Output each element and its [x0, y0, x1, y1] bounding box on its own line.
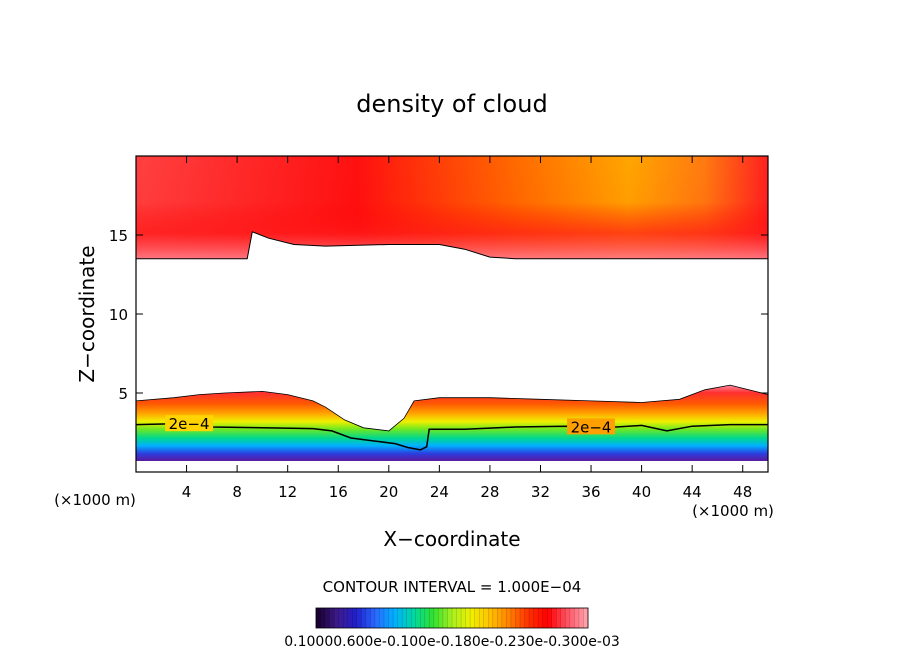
- colorbar-swatch: [574, 608, 580, 628]
- colorbar-swatch: [461, 608, 466, 628]
- colorbar-swatch: [515, 608, 521, 628]
- colorbar-swatch: [438, 608, 444, 628]
- colorbar-swatch: [520, 608, 525, 628]
- colorbar-swatch: [433, 608, 439, 628]
- lower-cloud-edge-contour: [136, 384, 768, 432]
- colorbar-swatch: [479, 608, 485, 628]
- colorbar: [315, 608, 589, 628]
- colorbar-frame: [315, 607, 589, 629]
- colorbar-swatch: [388, 608, 394, 628]
- upper-cloud-layer-shade: [136, 156, 768, 259]
- lower-cloud-layer: [136, 385, 768, 461]
- colorbar-swatch: [501, 608, 507, 628]
- colorbar-swatch: [569, 608, 575, 628]
- colorbar-swatch: [560, 608, 566, 628]
- x-tick-label: 40: [632, 483, 651, 501]
- contour-labels: 2e−4 2e−4: [165, 415, 616, 436]
- colorbar-swatch: [406, 608, 412, 628]
- colorbar-swatch: [447, 608, 453, 628]
- colorbar-swatch: [334, 608, 340, 628]
- colorbar-swatch: [510, 608, 516, 628]
- colorbar-swatch: [456, 608, 462, 628]
- colorbar-swatch: [474, 608, 480, 628]
- colorbar-swatch: [542, 608, 548, 628]
- colorbar-swatch: [424, 608, 430, 628]
- colorbar-swatch: [411, 608, 417, 628]
- colorbar-swatch: [483, 608, 489, 628]
- colorbar-swatch: [338, 608, 344, 628]
- colorbar-swatch: [352, 608, 358, 628]
- colorbar-swatch: [551, 608, 557, 628]
- colorbar-swatch: [356, 608, 362, 628]
- contour-label-bg: [165, 415, 214, 432]
- contour-label: 2e−4: [169, 415, 210, 433]
- colorbar-swatch: [325, 608, 330, 628]
- colorbar-swatch: [329, 608, 335, 628]
- y-axis-ticks: 5 10 15: [109, 227, 768, 403]
- colorbar-swatch: [365, 608, 371, 628]
- x-tick-label: 4: [182, 483, 192, 501]
- x-tick-label: 20: [379, 483, 398, 501]
- colorbar-swatch: [524, 608, 530, 628]
- contour-label: 2e−4: [571, 418, 612, 436]
- colorbar-swatch: [578, 608, 584, 628]
- colorbar-swatch: [465, 608, 471, 628]
- contour-2e-4-line: [136, 423, 768, 451]
- x-tick-label: 48: [733, 483, 752, 501]
- chart-title: density of cloud: [356, 90, 547, 118]
- colorbar-swatch: [370, 608, 376, 628]
- upper-cloud-edge-contour: [136, 231, 768, 260]
- y-tick-label: 15: [109, 227, 128, 245]
- colorbar-swatch: [506, 608, 512, 628]
- colorbar-swatch: [361, 608, 367, 628]
- colorbar-swatch: [347, 608, 353, 628]
- colorbar-swatch: [547, 608, 553, 628]
- colorbar-swatch: [384, 608, 389, 628]
- y-tick-label: 10: [109, 306, 128, 324]
- x-tick-label: 36: [581, 483, 600, 501]
- colorbar-swatch: [343, 608, 349, 628]
- x-tick-label: 32: [531, 483, 550, 501]
- colorbar-swatch: [402, 608, 408, 628]
- colorbar-swatch: [429, 608, 435, 628]
- colorbar-swatch: [470, 608, 476, 628]
- colorbar-swatch: [556, 608, 562, 628]
- x-axis-ticks: 4 8 12 16 20 24 28 32 36 40 44 48: [182, 156, 752, 501]
- colorbar-swatch: [452, 608, 457, 628]
- y-axis-label: Z−coordinate: [75, 245, 99, 382]
- colorbar-swatch: [533, 608, 539, 628]
- colorbar-swatch: [538, 608, 544, 628]
- x-axis-label: X−coordinate: [383, 527, 520, 551]
- colorbar-swatch: [497, 608, 503, 628]
- x-tick-label: 28: [480, 483, 499, 501]
- colorbar-swatch: [492, 608, 498, 628]
- x-tick-label: 12: [278, 483, 297, 501]
- colorbar-swatch: [393, 608, 398, 628]
- x-tick-label: 8: [232, 483, 242, 501]
- y-tick-label: 5: [118, 385, 128, 403]
- colorbar-swatch: [420, 608, 426, 628]
- colorbar-swatch: [415, 608, 421, 628]
- colorbar-swatch: [374, 608, 380, 628]
- colorbar-swatch: [583, 608, 589, 628]
- colorbar-swatch: [565, 608, 571, 628]
- x-unit-right: (×1000 m): [692, 502, 774, 520]
- contour-label-bg: [567, 418, 616, 435]
- colorbar-swatch: [397, 608, 403, 628]
- colorbar-swatch: [442, 608, 448, 628]
- x-tick-label: 16: [329, 483, 348, 501]
- colorbar-swatch: [488, 608, 494, 628]
- colorbar-swatch: [379, 608, 385, 628]
- x-tick-label: 44: [683, 483, 702, 501]
- plot-area: 2e−4 2e−4: [136, 156, 768, 472]
- colorbar-tick-labels: 0.10000.600e-0.100e-0.180e-0.230e-0.300e…: [284, 634, 620, 650]
- x-unit-left: (×1000 m): [54, 491, 136, 509]
- colorbar-swatch: [320, 608, 326, 628]
- x-tick-label: 24: [430, 483, 449, 501]
- contour-interval-label: CONTOUR INTERVAL = 1.000E−04: [323, 578, 582, 596]
- colorbar-swatch: [529, 608, 534, 628]
- colorbar-swatch: [316, 608, 321, 628]
